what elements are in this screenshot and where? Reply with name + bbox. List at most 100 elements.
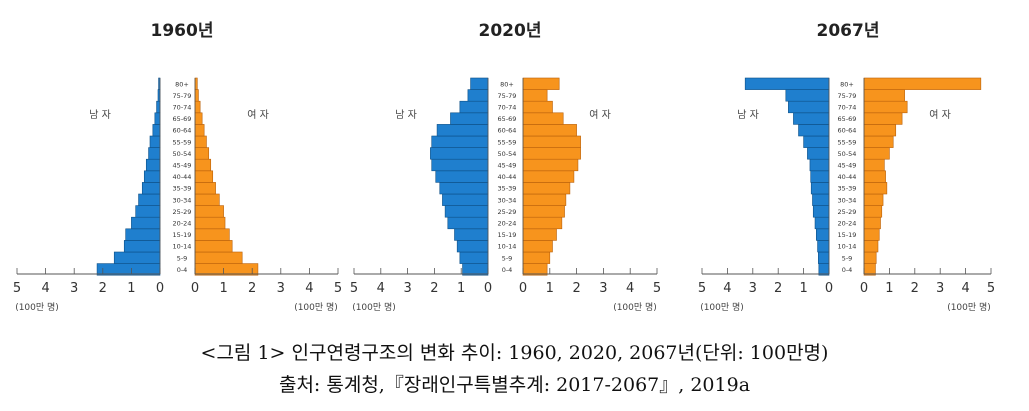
bar-male bbox=[439, 182, 489, 195]
bar-male bbox=[145, 158, 161, 172]
bar-female bbox=[194, 263, 259, 276]
bar-female bbox=[863, 147, 890, 160]
x-tick-label: 4 bbox=[961, 281, 969, 296]
bar-female bbox=[194, 205, 224, 218]
series-label-female: 여 자 bbox=[247, 109, 269, 121]
series-label-male: 남 자 bbox=[737, 109, 759, 121]
x-tick-label: 0 bbox=[519, 281, 527, 296]
chart-title: 1960년 bbox=[151, 21, 214, 41]
bar-female bbox=[194, 216, 226, 230]
age-group-label: 15-19 bbox=[173, 231, 192, 239]
bar-female bbox=[522, 251, 551, 264]
age-group-label: 80+ bbox=[500, 80, 514, 88]
age-group-label: 30-34 bbox=[498, 196, 517, 204]
age-group-label: 5-9 bbox=[842, 254, 853, 262]
x-tick-label: 2 bbox=[911, 281, 919, 296]
age-group-label: 0-4 bbox=[502, 266, 513, 274]
bar-male bbox=[814, 216, 830, 230]
bar-male bbox=[459, 100, 489, 114]
age-group-label: 60-64 bbox=[173, 127, 192, 135]
bar-male bbox=[154, 112, 161, 125]
unit-label-right: (100만 명) bbox=[947, 302, 991, 313]
figure-caption: <그림 1> 인구연령구조의 변화 추이: 1960, 2020, 2067년(… bbox=[200, 342, 829, 364]
bar-female bbox=[194, 228, 230, 241]
x-tick-label: 2 bbox=[248, 281, 256, 296]
bar-female bbox=[863, 193, 884, 206]
age-group-label: 55-59 bbox=[173, 138, 192, 146]
bar-female bbox=[863, 100, 908, 114]
bar-female bbox=[863, 240, 879, 253]
x-tick-label: 0 bbox=[191, 281, 199, 296]
bar-female bbox=[863, 135, 894, 148]
bar-female bbox=[863, 170, 886, 183]
bar-male bbox=[442, 193, 489, 206]
bar-female bbox=[522, 124, 577, 137]
bar-female bbox=[863, 228, 880, 241]
x-tick-label: 5 bbox=[653, 281, 661, 296]
series-label-male: 남 자 bbox=[89, 109, 111, 121]
bar-male bbox=[435, 170, 489, 183]
age-group-label: 75-79 bbox=[498, 92, 517, 100]
bar-female bbox=[194, 124, 205, 137]
unit-label-right: (100만 명) bbox=[613, 302, 657, 313]
age-group-label: 30-34 bbox=[838, 196, 857, 204]
bar-female bbox=[863, 216, 881, 230]
bar-male bbox=[444, 205, 489, 218]
age-group-label: 60-64 bbox=[838, 127, 857, 135]
series-label-female: 여 자 bbox=[929, 109, 951, 121]
bar-female bbox=[522, 216, 563, 230]
bar-male bbox=[809, 158, 830, 172]
bar-female bbox=[522, 228, 557, 241]
bar-male bbox=[807, 147, 830, 160]
bar-male bbox=[447, 216, 489, 230]
x-tick-label: 1 bbox=[127, 281, 135, 296]
x-tick-label: 1 bbox=[546, 281, 554, 296]
bar-male bbox=[450, 112, 489, 125]
age-group-label: 45-49 bbox=[838, 162, 857, 170]
bar-male bbox=[456, 240, 489, 253]
age-group-label: 10-14 bbox=[498, 243, 517, 251]
x-tick-label: 3 bbox=[599, 281, 607, 296]
age-group-label: 65-69 bbox=[838, 115, 857, 123]
bar-male bbox=[788, 100, 830, 114]
age-group-label: 35-39 bbox=[838, 185, 857, 193]
bar-male bbox=[810, 182, 830, 195]
age-group-label: 45-49 bbox=[498, 162, 517, 170]
age-group-label: 25-29 bbox=[173, 208, 192, 216]
x-tick-label: 0 bbox=[156, 281, 164, 296]
x-tick-label: 5 bbox=[698, 281, 706, 296]
bar-male bbox=[817, 240, 830, 253]
bar-female bbox=[863, 89, 905, 102]
bar-male bbox=[744, 77, 830, 90]
chart-title: 2067년 bbox=[817, 21, 880, 41]
age-group-label: 50-54 bbox=[498, 150, 517, 158]
x-tick-label: 4 bbox=[41, 281, 49, 296]
age-group-label: 5-9 bbox=[502, 254, 513, 262]
bar-male bbox=[152, 124, 161, 137]
x-tick-label: 2 bbox=[774, 281, 782, 296]
bar-male bbox=[430, 147, 489, 160]
bar-male bbox=[810, 170, 830, 183]
bar-male bbox=[123, 240, 161, 253]
age-group-label: 75-79 bbox=[173, 92, 192, 100]
bar-female bbox=[863, 124, 897, 137]
bar-male bbox=[785, 89, 830, 102]
chart-title: 2020년 bbox=[479, 21, 542, 41]
age-group-label: 10-14 bbox=[838, 243, 857, 251]
age-group-label: 30-34 bbox=[173, 196, 192, 204]
age-group-label: 70-74 bbox=[838, 104, 857, 112]
bar-female bbox=[522, 89, 548, 102]
age-group-label: 20-24 bbox=[498, 220, 517, 228]
age-group-label: 40-44 bbox=[838, 173, 857, 181]
bar-female bbox=[194, 251, 243, 264]
x-tick-label: 5 bbox=[987, 281, 995, 296]
bar-male bbox=[131, 216, 161, 230]
x-tick-label: 2 bbox=[572, 281, 580, 296]
x-tick-label: 3 bbox=[936, 281, 944, 296]
bar-female bbox=[522, 112, 564, 125]
age-group-label: 35-39 bbox=[173, 185, 192, 193]
age-group-label: 65-69 bbox=[173, 115, 192, 123]
age-group-label: 10-14 bbox=[173, 243, 192, 251]
bar-male bbox=[470, 77, 489, 90]
